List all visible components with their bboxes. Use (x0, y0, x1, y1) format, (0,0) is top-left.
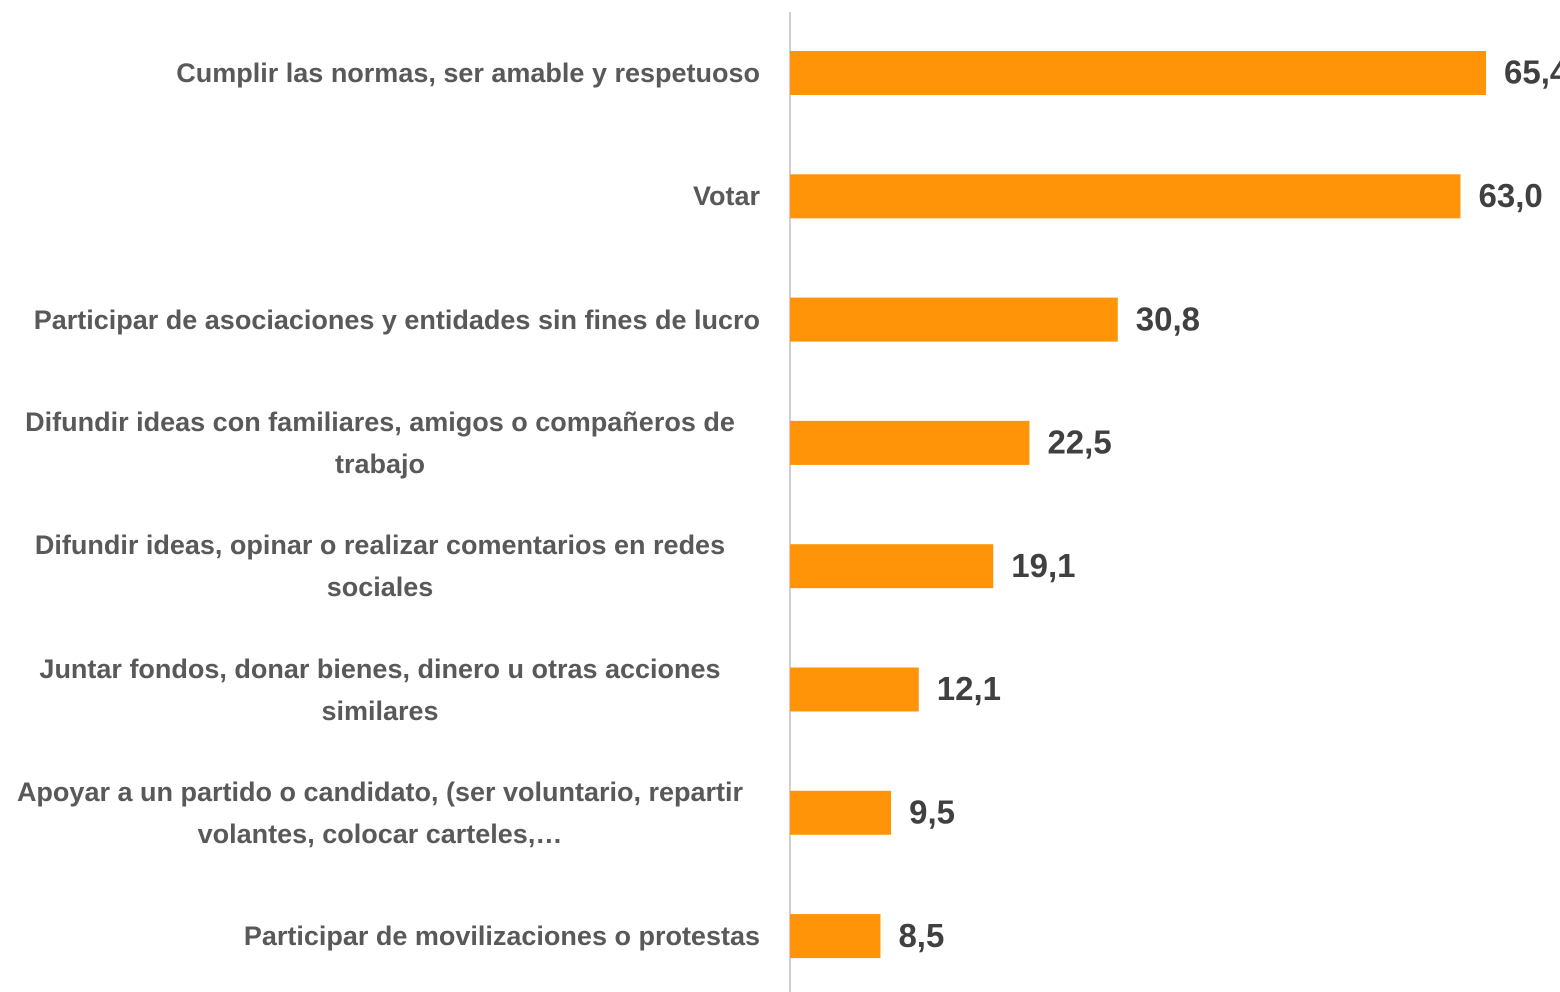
value-label: 22,5 (1047, 424, 1111, 461)
value-label: 12,1 (937, 670, 1001, 707)
bar (790, 174, 1461, 219)
bar (790, 790, 892, 835)
y-tick-label: Difundir ideas con familiares, amigos o … (25, 406, 735, 479)
y-tick-label: Cumplir las normas, ser amable y respetu… (176, 58, 760, 88)
value-label: 30,8 (1136, 300, 1200, 337)
y-tick-label: Juntar fondos, donar bienes, dinero u ot… (39, 653, 721, 726)
y-tick-label: Participar de movilizaciones o protestas (243, 921, 760, 952)
bar (790, 667, 919, 712)
category-label-box: Difundir ideas con familiares, amigos o … (0, 401, 760, 485)
category-label-box: Participar de asociaciones y entidades s… (0, 299, 760, 341)
bar (790, 420, 1030, 465)
value-label: 8,5 (898, 917, 944, 954)
category-label-box: Participar de movilizaciones o protestas (0, 915, 760, 957)
category-label-box: Difundir ideas, opinar o realizar coment… (0, 524, 760, 608)
bar (790, 544, 994, 589)
y-tick-label: Apoyar a un partido o candidato, (ser vo… (16, 776, 744, 849)
bar (790, 297, 1118, 342)
value-label: 9,5 (909, 794, 955, 831)
category-label-box: Votar (0, 175, 760, 217)
y-tick-label: Votar (692, 181, 760, 212)
category-label-box: Apoyar a un partido o candidato, (ser vo… (0, 771, 760, 855)
y-tick-label: Participar de asociaciones y entidades s… (33, 304, 760, 335)
value-label: 19,1 (1011, 547, 1075, 584)
category-label-box: Juntar fondos, donar bienes, dinero u ot… (0, 648, 760, 732)
y-tick-label: Difundir ideas, opinar o realizar coment… (34, 530, 726, 603)
bar (790, 914, 881, 959)
bar (790, 51, 1487, 95)
value-label: 65,4 (1504, 54, 1560, 91)
category-label-box: Cumplir las normas, ser amable y respetu… (0, 52, 760, 94)
value-label: 63,0 (1479, 177, 1543, 214)
